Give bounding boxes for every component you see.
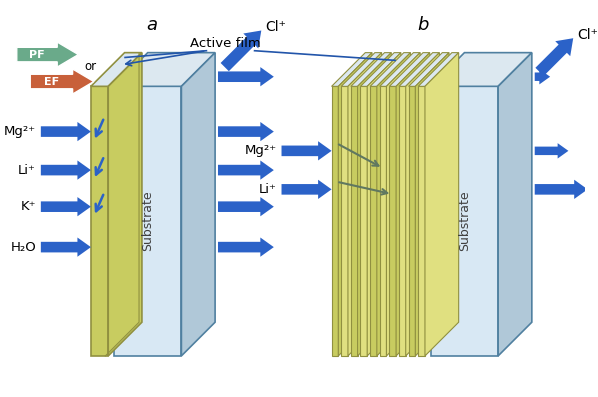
- Polygon shape: [218, 67, 274, 86]
- Polygon shape: [114, 53, 215, 86]
- Polygon shape: [331, 53, 372, 86]
- Polygon shape: [341, 53, 382, 86]
- Polygon shape: [348, 53, 382, 356]
- Polygon shape: [338, 53, 372, 356]
- Polygon shape: [41, 160, 91, 180]
- Polygon shape: [399, 53, 440, 86]
- Text: Substrate: Substrate: [458, 191, 471, 251]
- Text: Mg²⁺: Mg²⁺: [245, 145, 277, 157]
- Text: Substrate: Substrate: [141, 191, 154, 251]
- Polygon shape: [408, 86, 416, 356]
- Polygon shape: [418, 53, 459, 86]
- Polygon shape: [108, 53, 142, 356]
- Polygon shape: [361, 86, 367, 356]
- Text: Cl⁺: Cl⁺: [577, 28, 598, 42]
- Polygon shape: [389, 53, 430, 86]
- Polygon shape: [218, 237, 274, 257]
- Text: PF: PF: [29, 50, 45, 60]
- Text: H₂O: H₂O: [10, 241, 36, 254]
- Polygon shape: [41, 237, 91, 257]
- Polygon shape: [181, 53, 215, 356]
- Polygon shape: [351, 86, 358, 356]
- Polygon shape: [535, 143, 569, 158]
- Text: K⁺: K⁺: [20, 200, 36, 213]
- Polygon shape: [41, 197, 91, 216]
- Polygon shape: [218, 122, 274, 141]
- Polygon shape: [418, 86, 425, 356]
- Polygon shape: [380, 53, 420, 86]
- Polygon shape: [218, 197, 274, 216]
- Polygon shape: [425, 53, 459, 356]
- Polygon shape: [535, 69, 550, 85]
- Polygon shape: [341, 86, 348, 356]
- Polygon shape: [431, 53, 532, 86]
- Polygon shape: [282, 141, 331, 160]
- Polygon shape: [91, 86, 108, 356]
- Text: EF: EF: [44, 77, 59, 87]
- Polygon shape: [30, 69, 94, 94]
- Polygon shape: [114, 86, 181, 356]
- Text: Active film: Active film: [190, 37, 261, 50]
- Polygon shape: [535, 38, 573, 76]
- Polygon shape: [386, 53, 420, 356]
- Text: Mg²⁺: Mg²⁺: [4, 125, 36, 138]
- Polygon shape: [351, 53, 391, 86]
- Polygon shape: [380, 86, 386, 356]
- Polygon shape: [389, 86, 396, 356]
- Polygon shape: [408, 53, 449, 86]
- Polygon shape: [377, 53, 410, 356]
- Polygon shape: [535, 180, 588, 199]
- Polygon shape: [396, 53, 430, 356]
- Polygon shape: [367, 53, 401, 356]
- Polygon shape: [399, 86, 405, 356]
- Polygon shape: [361, 53, 401, 86]
- Polygon shape: [282, 180, 331, 199]
- Text: Li⁺: Li⁺: [259, 183, 277, 196]
- Text: or: or: [84, 60, 96, 73]
- Polygon shape: [370, 53, 410, 86]
- Text: b: b: [417, 16, 429, 34]
- Text: a: a: [146, 16, 157, 34]
- Polygon shape: [405, 53, 440, 356]
- Polygon shape: [370, 86, 377, 356]
- Polygon shape: [221, 31, 261, 71]
- Polygon shape: [41, 122, 91, 141]
- Polygon shape: [416, 53, 449, 356]
- Polygon shape: [17, 42, 78, 67]
- Polygon shape: [498, 53, 532, 356]
- Polygon shape: [331, 86, 338, 356]
- Polygon shape: [218, 160, 274, 180]
- Text: Cl⁺: Cl⁺: [265, 20, 286, 34]
- Polygon shape: [91, 53, 142, 86]
- Polygon shape: [358, 53, 391, 356]
- Polygon shape: [431, 86, 498, 356]
- Text: Li⁺: Li⁺: [18, 164, 36, 177]
